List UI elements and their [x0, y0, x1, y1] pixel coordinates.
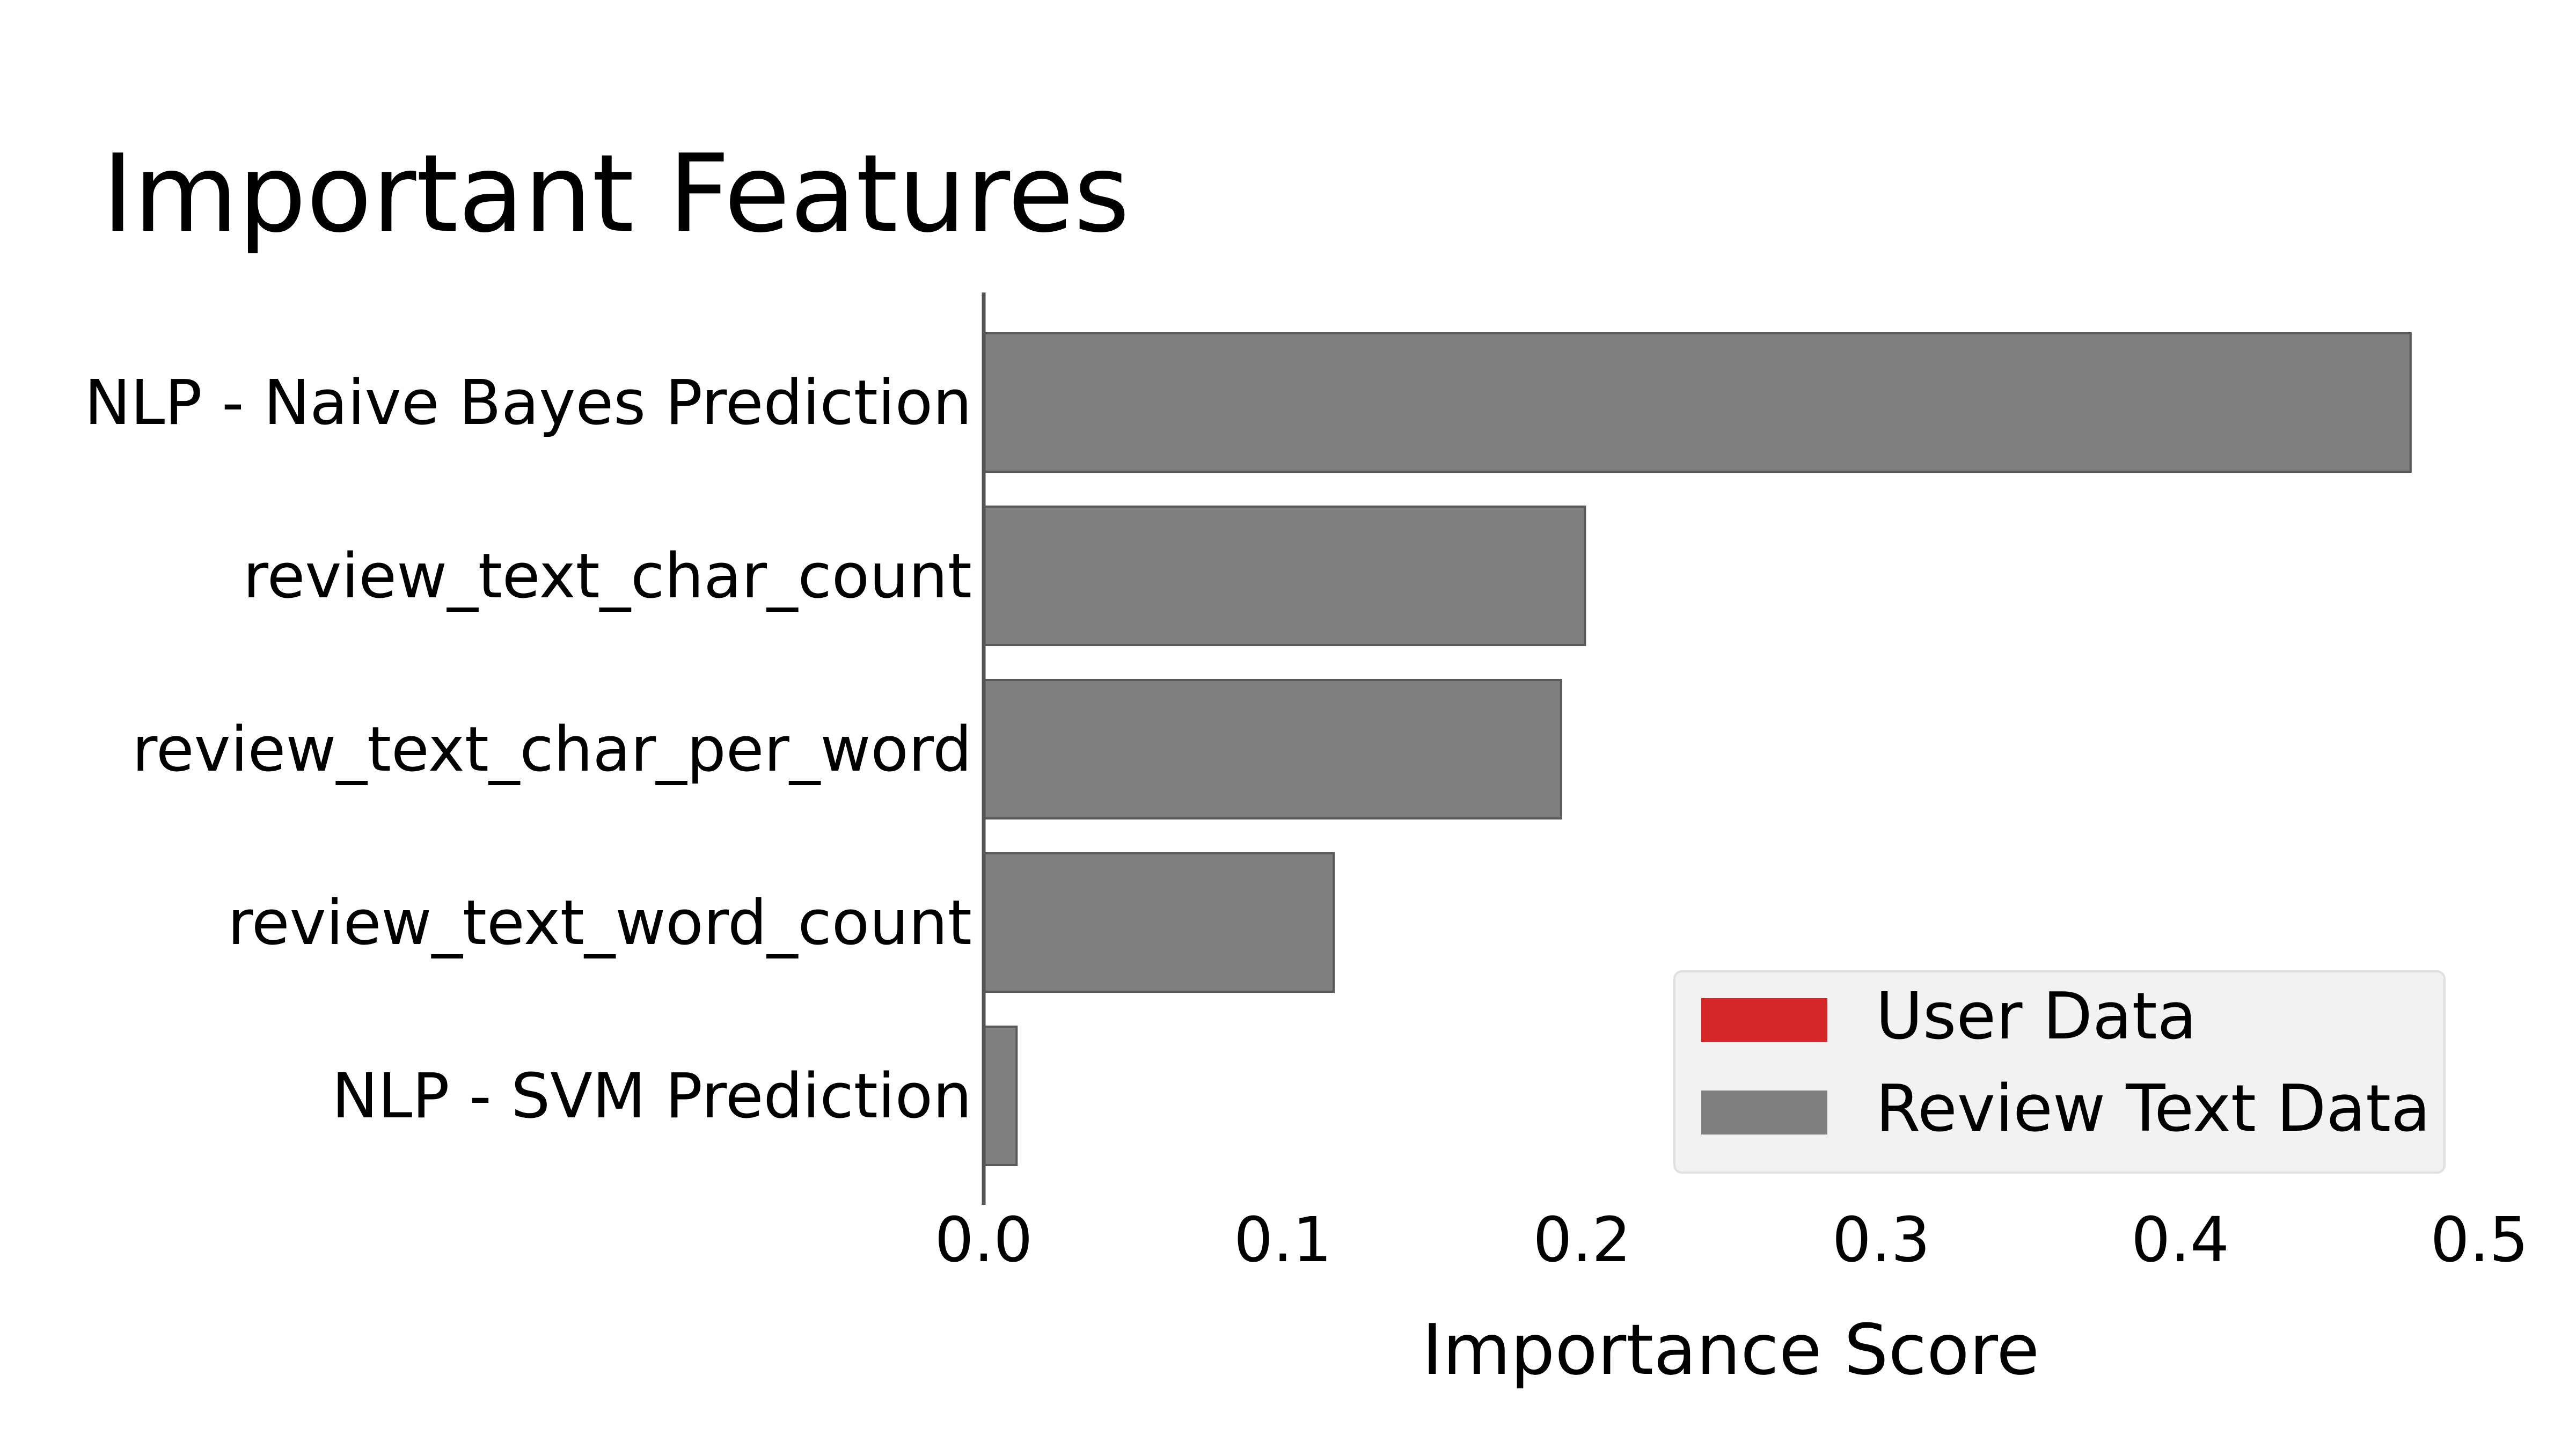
bar-1	[983, 506, 1586, 646]
bar-2	[983, 679, 1562, 819]
legend-box	[1673, 970, 2446, 1174]
legend: User Data Review Text Data	[1673, 970, 2446, 1174]
x-tick-label: 0.5	[2431, 1204, 2529, 1276]
y-tick-label: review_text_char_count	[243, 540, 972, 612]
x-tick-label: 0.1	[1234, 1204, 1332, 1276]
x-tick-label: 0.4	[2131, 1204, 2229, 1276]
bar-4	[983, 1026, 1018, 1166]
legend-label: Review Text Data	[1876, 1072, 2431, 1146]
legend-swatch	[1701, 1091, 1827, 1135]
y-tick-label: review_text_char_per_word	[132, 714, 972, 786]
x-axis-label: Importance Score	[1422, 1309, 2039, 1391]
bar-0	[983, 332, 2412, 473]
legend-label: User Data	[1876, 979, 2197, 1054]
y-tick-label: NLP - SVM Prediction	[332, 1060, 972, 1132]
x-tick-label: 0.0	[935, 1204, 1033, 1276]
x-tick-label: 0.3	[1832, 1204, 1930, 1276]
legend-swatch	[1701, 998, 1827, 1042]
y-tick-label: review_text_word_count	[228, 887, 972, 959]
x-tick-label: 0.2	[1533, 1204, 1631, 1276]
bars-group	[983, 332, 2412, 1166]
bar-3	[983, 852, 1335, 993]
x-tick-labels: 0.0 0.1 0.2 0.3 0.4 0.5	[935, 1204, 2529, 1276]
chart-title: Important Features	[102, 131, 1130, 257]
y-tick-labels: NLP - Naive Bayes Prediction review_text_…	[84, 367, 972, 1132]
y-tick-label: NLP - Naive Bayes Prediction	[84, 367, 972, 439]
